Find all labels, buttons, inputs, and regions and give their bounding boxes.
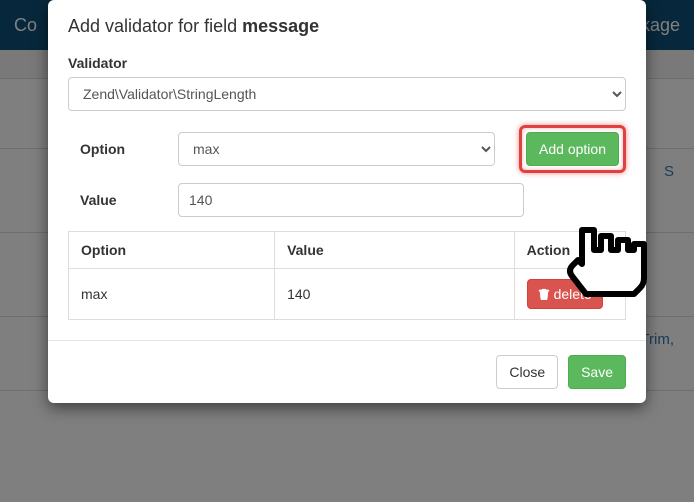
table-row: max 140 delete	[69, 269, 626, 320]
col-action: Action	[514, 232, 625, 269]
cell-value: 140	[275, 269, 515, 320]
modal-title: Add validator for field message	[48, 0, 646, 49]
delete-label: delete	[554, 286, 592, 302]
modal-title-field: message	[242, 16, 319, 36]
modal-title-prefix: Add validator for field	[68, 16, 242, 36]
cell-option: max	[69, 269, 275, 320]
value-input[interactable]	[178, 183, 524, 217]
option-label: Option	[68, 141, 178, 157]
value-label: Value	[68, 192, 178, 208]
col-option: Option	[69, 232, 275, 269]
save-button[interactable]: Save	[568, 355, 626, 389]
close-button[interactable]: Close	[496, 355, 558, 389]
add-option-button[interactable]: Add option	[526, 132, 619, 166]
option-select[interactable]: max	[178, 132, 495, 166]
options-table: Option Value Action max 140 delete	[68, 231, 626, 320]
add-option-highlight: Add option	[519, 125, 626, 173]
col-value: Value	[275, 232, 515, 269]
trash-icon	[538, 288, 550, 300]
add-validator-modal: Add validator for field message Validato…	[48, 0, 646, 403]
modal-footer: Close Save	[48, 341, 646, 403]
delete-button[interactable]: delete	[527, 279, 603, 309]
validator-select[interactable]: Zend\Validator\StringLength	[68, 77, 626, 111]
validator-label: Validator	[68, 55, 626, 71]
